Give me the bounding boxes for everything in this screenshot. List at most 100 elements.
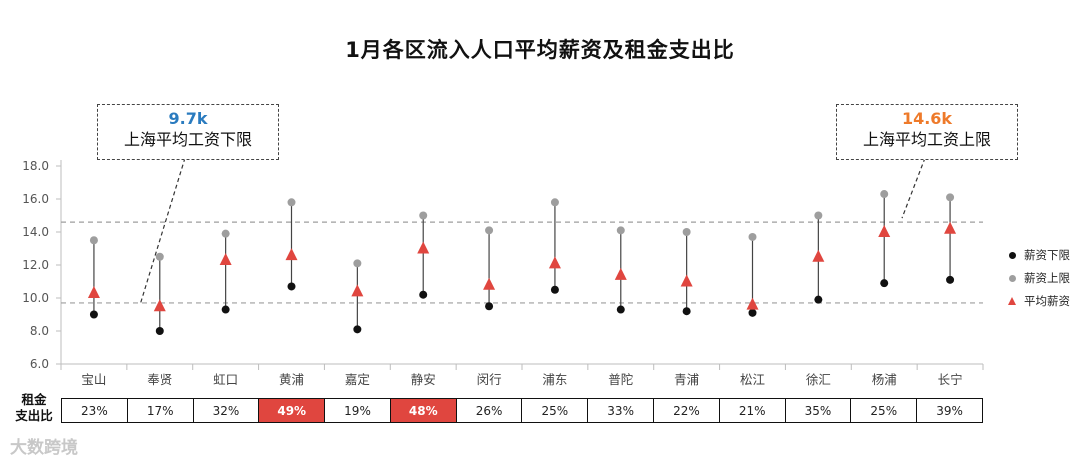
upper-limit-callout: 14.6k 上海平均工资上限 [836,104,1018,160]
brand-watermark: 大数跨境 [10,438,78,458]
average-point [87,286,100,299]
average-point [878,225,891,237]
ratio-cell: 17% [126,398,194,423]
lower-point [946,275,955,284]
lower-limit-callout: 9.7k 上海平均工资下限 [97,104,279,160]
lower-limit-label: 上海平均工资下限 [123,130,252,149]
average-point [944,221,957,234]
ratio-cell: 49% [258,398,326,423]
ratio-row-label: 租金 支出比 [8,392,60,424]
upper-limit-value: 14.6k [901,109,953,128]
y-tick-label: 12.0 [22,258,49,272]
ratio-table: 23% 17% 32% 49% 19% 48% 26% 25% 33% 22% 21% 35% 25% 3… [61,398,983,423]
upper-point [550,198,559,207]
average-point [746,297,759,310]
ratio-cell: 32% [192,398,260,423]
legend-dot-black-icon [1008,251,1016,259]
ratio-label-line1: 租金 [21,392,47,407]
upper-point [946,193,955,202]
legend-item-lower: 薪资下限 [1006,243,1070,266]
average-point [417,241,430,254]
upper-limit-label: 上海平均工资上限 [862,130,991,149]
ratio-cell: 25% [850,398,918,423]
upper-point [221,229,230,238]
upper-point [814,211,823,220]
lower-point [814,295,823,304]
legend-label-upper: 薪资上限 [1024,270,1070,285]
ratio-label-line2: 支出比 [15,408,53,423]
upper-point [89,236,98,245]
x-tick-label: 静安 [411,372,436,387]
x-tick-label: 嘉定 [345,372,370,387]
x-tick-label: 普陀 [608,372,633,387]
legend-label-average: 平均薪资 [1024,293,1070,308]
upper-point [287,198,296,207]
lower-point [353,325,362,334]
lower-point [485,302,494,311]
x-tick-label: 杨浦 [872,372,897,387]
ratio-cell: 39% [916,398,983,423]
ratio-cell: 25% [521,398,589,423]
y-tick-label: 18.0 [22,159,49,173]
average-point [153,299,166,312]
upper-point [419,211,428,220]
average-point [812,249,825,262]
upper-point [682,228,691,236]
x-tick-label: 虹口 [213,372,238,387]
lower-point [287,282,296,291]
chart-title: 1月各区流入人口平均薪资及租金支出比 [345,38,735,62]
lower-point [419,290,428,299]
legend-triangle-icon [1008,296,1016,305]
ratio-cell: 26% [455,398,523,423]
lower-point [550,285,559,294]
upper-point [880,190,889,199]
upper-point [155,252,164,261]
x-tick-label: 黄浦 [279,372,304,387]
upper-point [616,226,625,235]
average-point [351,284,364,297]
average-point [483,277,496,290]
lower-point [221,305,230,314]
legend-item-upper: 薪资上限 [1006,266,1070,289]
upper-callout-leader [901,157,926,219]
x-tick-label: 宝山 [81,372,106,387]
average-point [548,256,561,269]
y-tick-label: 16.0 [22,192,49,206]
lower-limit-value: 9.7k [168,109,208,128]
ratio-cell: 23% [61,398,128,423]
y-tick-label: 6.0 [30,357,49,371]
ratio-cell: 33% [587,398,655,423]
y-tick-label: 10.0 [22,291,49,305]
ratio-cell: 35% [784,398,852,423]
average-point [614,267,627,280]
legend-item-average: 平均薪资 [1006,289,1070,312]
y-tick-label: 14.0 [22,225,49,239]
x-tick-label: 徐汇 [806,372,831,387]
lower-point [616,305,625,314]
legend-dot-gray-icon [1008,274,1016,282]
lower-point [748,308,757,317]
x-tick-label: 长宁 [938,372,963,387]
average-point [680,274,693,287]
x-tick-label: 青浦 [674,372,699,387]
lower-point [880,279,889,288]
average-point [219,253,232,266]
x-tick-label: 奉贤 [147,372,172,387]
x-tick-label: 松江 [740,372,765,387]
ratio-cell: 22% [653,398,720,423]
ratio-cell: 48% [389,398,457,423]
ratio-row: 23% 17% 32% 49% 19% 48% 26% 25% 33% 22% 21% 35% 25% 3… [61,398,983,423]
upper-point [353,259,362,268]
legend: 薪资下限 薪资上限 平均薪资 [1006,243,1070,312]
y-tick-label: 8.0 [30,324,49,338]
lower-point [155,327,164,335]
ratio-cell: 19% [324,398,391,423]
upper-point [748,232,757,241]
lower-callout-leader [139,157,186,306]
ratio-cell: 21% [718,398,786,423]
upper-point [485,226,494,235]
lower-point [89,310,98,319]
x-tick-label: 闵行 [477,372,502,387]
x-tick-label: 浦东 [542,372,567,387]
